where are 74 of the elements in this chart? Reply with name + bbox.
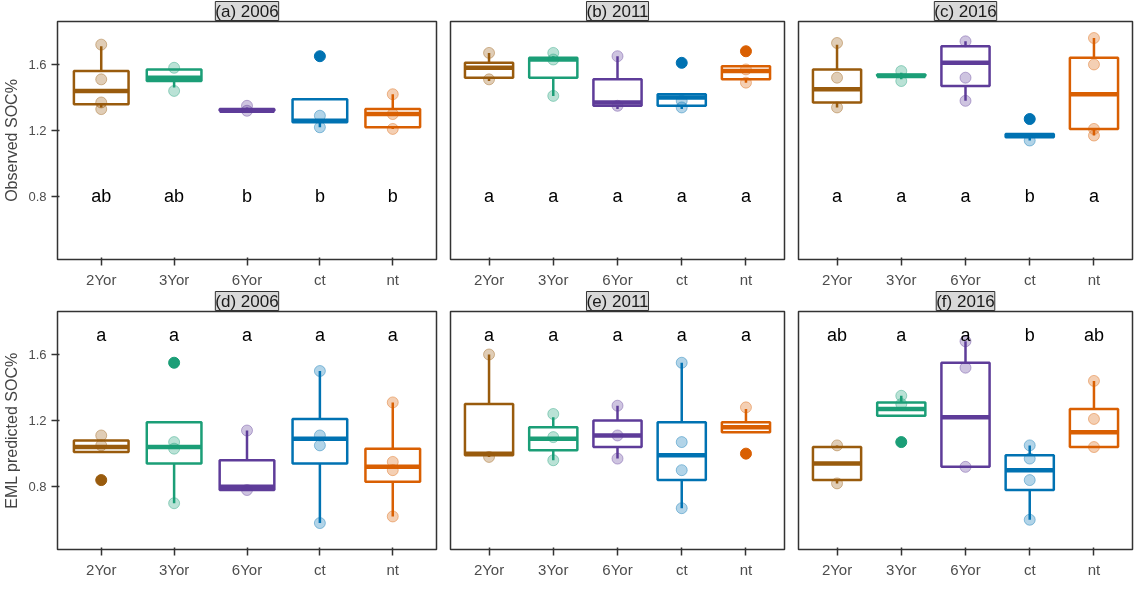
x-tick-label: 6Yor: [231, 560, 263, 578]
annotation: a: [96, 325, 108, 346]
annotation: a: [960, 186, 972, 207]
annotation: a: [484, 325, 496, 346]
annotation: a: [676, 325, 688, 346]
annotation: a: [484, 186, 496, 207]
annotation: b: [241, 186, 253, 207]
annotation: a: [169, 325, 181, 346]
annotation: a: [612, 325, 624, 346]
x-tick-label: 2Yor: [86, 560, 117, 578]
chart-title: (e) 2011: [586, 291, 649, 311]
x-tick-label: nt: [1087, 560, 1102, 578]
x-tick-label: ct: [314, 560, 327, 578]
y-tick-label: 1.6: [28, 56, 47, 72]
x-tick-label: ct: [675, 270, 689, 288]
x-tick-label: 3Yor: [886, 270, 917, 288]
x-tick-label: 3Yor: [886, 560, 917, 578]
annotation: b: [1024, 325, 1035, 346]
annotation: ab: [91, 186, 112, 207]
annotation: a: [241, 325, 253, 346]
x-tick-label: nt: [386, 560, 400, 578]
x-tick-label: nt: [386, 270, 400, 288]
annotation: a: [314, 325, 326, 346]
annotation: a: [960, 325, 972, 346]
annotation: a: [1088, 186, 1100, 207]
chart-title: (b) 2011: [586, 1, 649, 21]
x-tick-label: ct: [675, 560, 689, 578]
annotation: a: [387, 325, 399, 346]
annotation: b: [387, 186, 398, 207]
x-tick-label: 2Yor: [473, 270, 505, 288]
y-tick-label: 1.2: [28, 413, 47, 429]
x-tick-label: ct: [314, 270, 327, 288]
x-tick-label: nt: [739, 560, 754, 578]
x-tick-label: nt: [739, 270, 754, 288]
x-tick-label: 6Yor: [602, 270, 633, 288]
annotation: a: [896, 186, 908, 207]
x-tick-label: 6Yor: [950, 270, 981, 288]
annotation: a: [548, 186, 560, 207]
chart-title: (d) 2006: [215, 291, 279, 311]
x-tick-label: 6Yor: [950, 560, 981, 578]
y-tick-label: 0.8: [28, 479, 47, 495]
x-tick-label: ct: [1023, 270, 1037, 288]
y-tick-label: 1.6: [28, 346, 47, 362]
x-tick-label: nt: [1087, 270, 1102, 288]
annotation: a: [676, 186, 688, 207]
annotation: a: [832, 186, 844, 207]
x-tick-label: 6Yor: [602, 560, 633, 578]
annotation: a: [612, 186, 624, 207]
y-tick-label: 0.8: [28, 189, 47, 205]
x-tick-label: ct: [1023, 560, 1037, 578]
annotation: a: [548, 325, 560, 346]
x-tick-label: 2Yor: [821, 560, 853, 578]
x-tick-label: 3Yor: [538, 560, 569, 578]
x-tick-label: 3Yor: [538, 270, 569, 288]
x-tick-label: 2Yor: [86, 270, 117, 288]
annotation: a: [740, 325, 752, 346]
annotation: b: [314, 186, 325, 207]
x-tick-label: 2Yor: [821, 270, 853, 288]
y-axis-title: EML predicted SOC%: [3, 352, 21, 509]
x-tick-label: 6Yor: [231, 270, 263, 288]
annotation: a: [896, 325, 908, 346]
y-axis-title: Observed SOC%: [3, 79, 21, 202]
x-tick-label: 3Yor: [158, 270, 190, 288]
annotation: b: [1024, 186, 1035, 207]
chart-title: (f) 2016: [936, 291, 995, 311]
x-tick-label: 3Yor: [158, 560, 190, 578]
y-tick-label: 1.2: [28, 123, 47, 139]
annotation: a: [740, 186, 752, 207]
chart-title: (a) 2006: [215, 1, 279, 21]
annotation: ab: [827, 325, 848, 346]
chart-title: (c) 2016: [934, 1, 997, 21]
annotation: ab: [1083, 325, 1104, 346]
annotation: ab: [164, 186, 185, 207]
x-tick-label: 2Yor: [473, 560, 505, 578]
